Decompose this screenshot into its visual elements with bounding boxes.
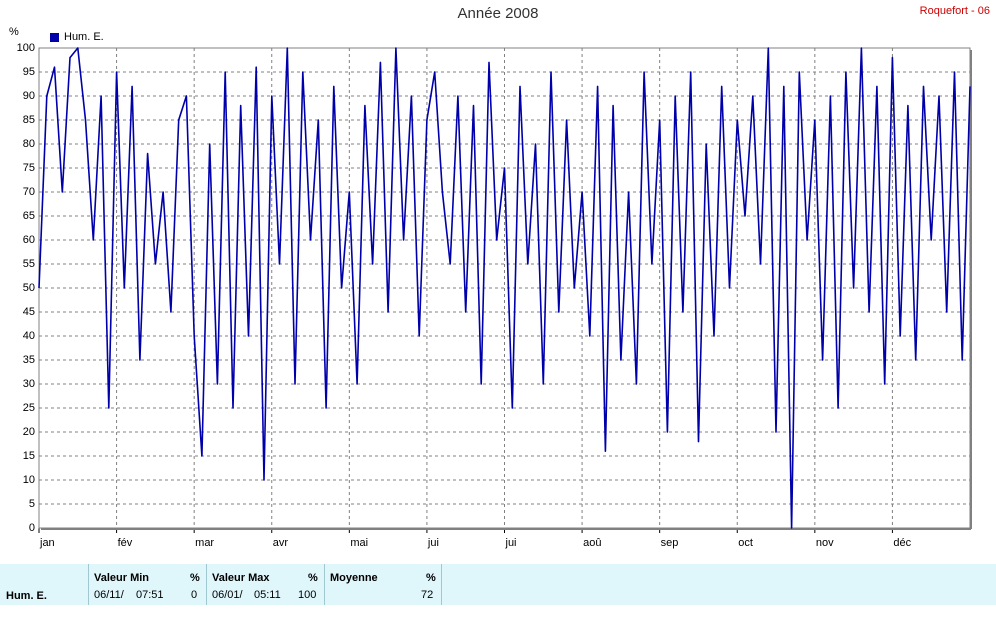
x-tick-label: aoû (583, 537, 602, 549)
y-tick-label: 85 (22, 114, 35, 126)
stats-max-value: 100 (298, 589, 317, 601)
stats-min-time: 07:51 (136, 589, 164, 601)
x-tick-label: jui (427, 537, 439, 549)
series-line (38, 47, 971, 529)
y-tick-label: 25 (22, 402, 35, 414)
legend-swatch (50, 32, 59, 42)
legend-label: Hum. E. (64, 31, 104, 43)
station-name: Roquefort - 06 (919, 5, 990, 17)
stats-separator (324, 564, 325, 605)
y-tick-label: 35 (22, 354, 35, 366)
y-axis-unit: % (9, 26, 19, 38)
y-tick-label: 40 (22, 330, 35, 342)
x-tick-label: jan (40, 537, 55, 549)
y-tick-label: 55 (22, 258, 35, 270)
x-tick-label: sep (660, 537, 679, 549)
y-tick-label: 95 (22, 66, 35, 78)
chart-title: Année 2008 (457, 5, 539, 22)
x-tick-label: déc (893, 537, 912, 549)
y-tick-label: 80 (22, 138, 35, 150)
y-tick-label: 75 (22, 162, 35, 174)
y-tick-label: 30 (22, 378, 35, 390)
y-tick-label: 15 (22, 450, 35, 462)
stats-series-label: Hum. E. (6, 590, 47, 602)
y-tick-label: 65 (22, 210, 35, 222)
stats-min-label: Valeur Min (94, 572, 150, 584)
y-tick-label: 70 (22, 186, 35, 198)
stats-panel: Hum. E. Valeur Min % 06/11/ 07:51 0 Vale… (0, 564, 996, 605)
y-tick-label: 60 (22, 234, 35, 246)
stats-min-date: 06/11/ (94, 589, 124, 601)
y-tick-label: 90 (22, 90, 35, 102)
stats-max-time: 05:11 (254, 589, 281, 601)
y-tick-label: 45 (22, 306, 35, 318)
x-tick-label: avr (272, 537, 289, 549)
stats-max-label: Valeur Max (212, 572, 270, 584)
y-tick-label: 5 (28, 498, 35, 510)
stats-min-value: 0 (191, 589, 198, 601)
y-tick-label: 10 (22, 474, 35, 486)
series-layer (38, 47, 971, 529)
stats-avg-label: Moyenne (330, 572, 378, 584)
x-tick-label: jui (505, 537, 517, 549)
stats-min-unit: % (190, 572, 200, 584)
humidity-chart (38, 47, 972, 533)
stats-avg-unit: % (426, 572, 436, 584)
x-tick-label: fév (117, 537, 133, 549)
stats-separator (206, 564, 207, 605)
x-tick-label: oct (738, 537, 753, 549)
stats-avg-value: 72 (421, 589, 434, 601)
stats-max-date: 06/01/ (212, 589, 243, 601)
legend: Hum. E. (50, 31, 104, 43)
x-tick-label: mar (195, 537, 215, 549)
y-tick-label: 100 (16, 42, 35, 54)
y-tick-label: 20 (22, 426, 35, 438)
stats-separator (441, 564, 442, 605)
stats-separator (88, 564, 89, 605)
y-tick-label: 0 (28, 522, 35, 534)
x-tick-label: nov (815, 537, 834, 549)
x-tick-label: mai (350, 537, 369, 549)
stats-max-unit: % (308, 572, 318, 584)
y-tick-label: 50 (22, 282, 35, 294)
